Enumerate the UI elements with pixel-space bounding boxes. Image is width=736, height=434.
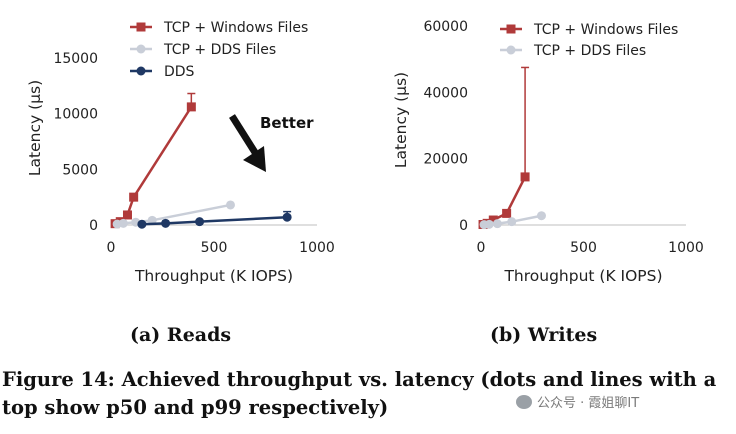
data-point	[161, 218, 171, 228]
legend-label: DDS	[164, 64, 195, 80]
data-point	[129, 192, 139, 202]
x-axis-label: Throughput (K IOPS)	[503, 267, 662, 285]
data-point	[484, 219, 494, 229]
y-tick-label: 10000	[53, 107, 98, 123]
y-axis-label: Latency (µs)	[392, 72, 410, 168]
better-label: Better	[260, 114, 314, 132]
y-tick-label: 5000	[62, 162, 98, 178]
legend-marker	[136, 22, 146, 32]
wechat-icon	[516, 395, 532, 409]
data-point	[502, 208, 512, 218]
series-tcp-dds-files	[479, 211, 546, 230]
x-tick-label: 500	[201, 240, 228, 256]
series-dds	[137, 210, 292, 229]
watermark: 公众号 · 霞姐聊IT	[516, 392, 639, 411]
x-axis-label: Throughput (K IOPS)	[134, 267, 293, 285]
data-point	[492, 219, 502, 229]
series-tcp-windows-files	[478, 66, 530, 230]
legend-label: TCP + Windows Files	[163, 20, 308, 36]
series-tcp-windows-files	[110, 92, 196, 229]
x-tick-label: 0	[477, 240, 486, 256]
watermark-text: 公众号 · 霞姐聊IT	[537, 396, 640, 411]
y-tick-label: 15000	[53, 51, 98, 67]
x-tick-label: 500	[570, 240, 597, 256]
data-point	[118, 218, 128, 228]
figure-caption: Figure 14: Achieved throughput vs. laten…	[2, 368, 717, 419]
series-tcp-dds-files	[112, 200, 235, 229]
data-point	[520, 172, 530, 182]
legend-label: TCP + DDS Files	[163, 42, 276, 58]
data-point	[536, 211, 546, 221]
legend-marker	[506, 45, 516, 55]
subcaption-writes: (b) Writes	[490, 324, 598, 346]
data-point	[225, 200, 235, 210]
better-arrow-shaft	[229, 114, 259, 156]
x-tick-label: 1000	[299, 240, 335, 256]
subcaption-reads: (a) Reads	[130, 324, 232, 346]
y-tick-label: 0	[459, 218, 468, 234]
data-point	[195, 217, 205, 227]
data-point	[186, 102, 196, 112]
legend-label: TCP + DDS Files	[533, 43, 646, 59]
legend-marker	[506, 24, 516, 34]
y-axis-label: Latency (µs)	[26, 80, 44, 176]
y-tick-label: 20000	[423, 152, 468, 168]
data-point	[282, 212, 292, 222]
legend-label: TCP + Windows Files	[533, 22, 678, 38]
y-tick-label: 40000	[423, 85, 468, 101]
better-annotation: Better	[229, 114, 314, 172]
series-line	[114, 106, 193, 225]
legend-marker	[136, 66, 146, 76]
better-arrow-head	[243, 146, 266, 172]
y-tick-label: 60000	[423, 19, 468, 35]
series-line	[141, 215, 288, 226]
x-tick-label: 0	[107, 240, 116, 256]
x-tick-label: 1000	[668, 240, 704, 256]
chart-writes: 0 500 1000 0 20000 40000 60000 Throughput (K IO…	[392, 19, 704, 285]
y-tick-label: 0	[89, 218, 98, 234]
data-point	[488, 215, 498, 225]
data-point	[122, 210, 132, 220]
data-point	[507, 217, 517, 227]
legend-marker	[136, 44, 146, 54]
data-point	[137, 219, 147, 229]
